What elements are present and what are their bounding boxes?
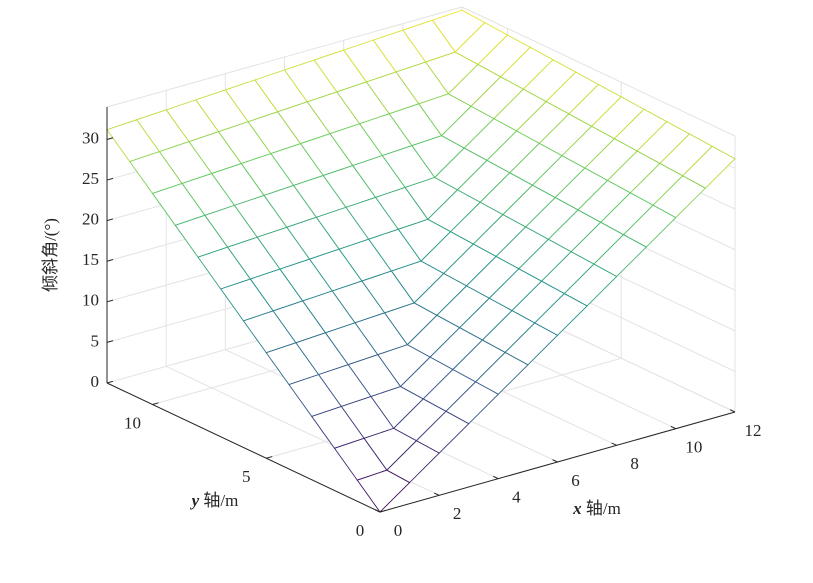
surface-cell xyxy=(356,469,411,513)
x-tick xyxy=(493,475,499,480)
x-tick-label: 0 xyxy=(394,521,403,540)
y-tick xyxy=(379,509,387,513)
z-tick-label: 20 xyxy=(82,210,99,229)
z-tick xyxy=(106,380,114,384)
z-tick-label: 30 xyxy=(82,128,99,147)
y-tick-label: 5 xyxy=(242,467,251,486)
x-tick xyxy=(552,459,558,463)
z-tick xyxy=(106,177,114,181)
y-tick xyxy=(152,402,159,405)
x-tick xyxy=(374,509,381,513)
y-axis-label: y 轴/m xyxy=(190,491,239,510)
x-tick xyxy=(729,409,736,413)
surface xyxy=(106,9,736,513)
x-tick-label: 6 xyxy=(571,471,580,490)
y-axis-unit: 轴/m xyxy=(203,491,238,510)
x-axis-unit: 轴/m xyxy=(586,499,621,518)
x-tick xyxy=(611,442,617,446)
z-tick xyxy=(106,299,114,303)
x-axis-var: x xyxy=(572,499,582,518)
axes: 0 2 4 6 8 10 12 0 5 10 0 5 10 15 20 25 30 xyxy=(82,107,762,540)
y-tick xyxy=(266,456,273,459)
y-tick-label: 0 xyxy=(356,521,365,540)
y-axis-var: y xyxy=(190,491,200,510)
x-tick-label: 8 xyxy=(630,454,639,473)
x-axis-label: x 轴/m xyxy=(572,499,621,518)
z-tick xyxy=(106,218,114,222)
z-tick-label: 10 xyxy=(82,291,99,310)
z-tick-label: 0 xyxy=(91,372,100,391)
z-tick xyxy=(106,137,114,140)
x-tick-label: 2 xyxy=(453,504,462,523)
x-tick-label: 4 xyxy=(512,488,521,507)
x-tick xyxy=(433,492,440,496)
y-tick-label: 10 xyxy=(124,413,141,432)
x-tick-label: 10 xyxy=(685,438,702,457)
z-tick-label: 25 xyxy=(82,169,99,188)
x-tick-label: 12 xyxy=(745,421,762,440)
z-tick xyxy=(106,259,114,262)
x-tick xyxy=(670,425,677,430)
z-tick-label: 15 xyxy=(82,250,99,269)
z-tick-label: 5 xyxy=(91,331,100,350)
z-axis-label: 倾斜角/(°) xyxy=(41,218,60,292)
z-tick xyxy=(106,340,114,343)
